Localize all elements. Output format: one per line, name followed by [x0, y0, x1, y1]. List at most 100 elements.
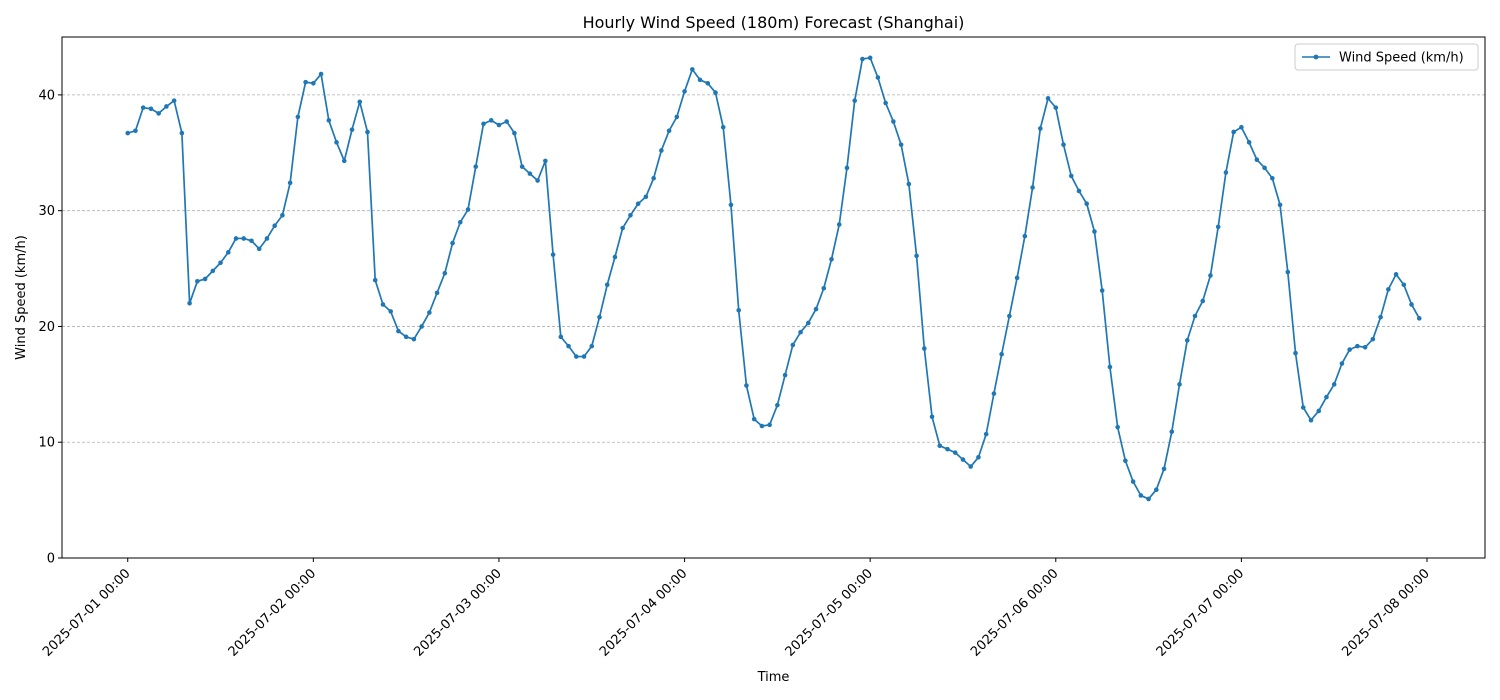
y-tick-label: 10: [38, 436, 55, 451]
data-point: [1084, 201, 1090, 207]
data-point: [1215, 224, 1221, 230]
data-point: [140, 105, 146, 110]
data-point: [210, 268, 216, 274]
data-point: [1393, 272, 1399, 277]
data-point: [496, 122, 502, 128]
data-point: [852, 98, 857, 103]
data-point: [349, 127, 355, 132]
data-point: [450, 240, 455, 246]
data-point: [334, 140, 339, 145]
data-point: [674, 114, 680, 120]
data-point: [798, 329, 803, 335]
data-point: [1107, 364, 1113, 370]
data-point: [1262, 165, 1267, 171]
data-point: [1169, 429, 1175, 435]
data-point: [202, 276, 208, 282]
data-point: [906, 181, 912, 187]
data-point: [388, 309, 393, 314]
data-point: [434, 290, 440, 296]
data-point: [1416, 316, 1422, 321]
data-point: [326, 118, 332, 123]
data-point: [218, 260, 223, 266]
data-point: [790, 342, 796, 348]
data-point: [821, 285, 827, 291]
data-point: [249, 238, 254, 244]
data-point: [133, 128, 138, 134]
data-point: [272, 223, 277, 229]
data-point: [535, 178, 540, 183]
data-point: [1123, 458, 1128, 464]
data-point: [1184, 338, 1190, 343]
data-point: [1099, 288, 1105, 293]
data-point: [1270, 175, 1275, 181]
data-point: [504, 119, 509, 124]
data-point: [666, 128, 672, 134]
data-point: [457, 219, 463, 225]
data-point: [148, 106, 154, 112]
data-point: [767, 422, 772, 428]
data-point: [713, 90, 718, 95]
data-point: [775, 402, 780, 408]
data-point: [1223, 170, 1229, 175]
data-point: [620, 225, 625, 231]
data-point: [543, 158, 548, 164]
data-point: [829, 256, 834, 262]
data-point: [280, 213, 285, 218]
data-point: [690, 67, 695, 72]
data-point: [983, 431, 989, 437]
data-point: [744, 383, 749, 388]
data-point: [860, 56, 865, 62]
data-point: [682, 89, 687, 94]
data-point: [1293, 350, 1298, 356]
data-point: [705, 81, 711, 86]
data-point: [651, 175, 656, 181]
data-point: [1045, 96, 1051, 101]
data-point: [1138, 493, 1144, 498]
legend-entry-label: Wind Speed (km/h): [1339, 51, 1464, 66]
data-point: [1378, 314, 1383, 320]
y-grid-lines: [62, 94, 1485, 443]
data-point: [488, 118, 494, 123]
y-axis-label: Wind Speed (km/h): [14, 235, 29, 360]
data-point: [1022, 233, 1028, 239]
data-point: [836, 222, 842, 227]
data-point: [1277, 202, 1283, 208]
data-point: [465, 207, 471, 212]
plot-area-frame: [61, 36, 1486, 559]
data-point: [597, 314, 602, 320]
data-point: [1007, 313, 1012, 319]
y-axis-ticks: 0 10 20 30 40: [38, 88, 62, 567]
data-point: [945, 446, 950, 452]
data-point: [922, 346, 927, 351]
data-point: [256, 246, 262, 252]
data-point: [1370, 336, 1376, 342]
chart-title: Hourly Wind Speed (180m) Forecast (Shang…: [583, 13, 965, 32]
data-point: [1115, 424, 1120, 430]
data-point: [187, 300, 192, 306]
data-point: [1208, 273, 1213, 278]
data-point: [566, 343, 571, 349]
data-point: [411, 336, 417, 342]
data-point: [883, 100, 888, 106]
data-point: [1146, 496, 1151, 502]
y-tick-label: 30: [38, 204, 55, 219]
data-point: [806, 320, 811, 326]
data-point: [287, 180, 293, 186]
data-point: [1192, 313, 1198, 319]
data-point: [1061, 142, 1066, 147]
data-point: [875, 75, 881, 80]
data-point: [380, 302, 386, 307]
data-point: [442, 270, 448, 276]
data-point: [813, 306, 819, 312]
data-point: [891, 119, 896, 124]
data-point: [318, 71, 324, 77]
data-point: [1339, 361, 1345, 366]
data-point: [1355, 343, 1360, 349]
data-point: [659, 148, 664, 153]
data-point: [937, 443, 943, 449]
data-point: [1038, 126, 1043, 131]
data-point: [1200, 298, 1206, 304]
data-point: [1254, 157, 1260, 163]
data-point: [589, 343, 595, 349]
